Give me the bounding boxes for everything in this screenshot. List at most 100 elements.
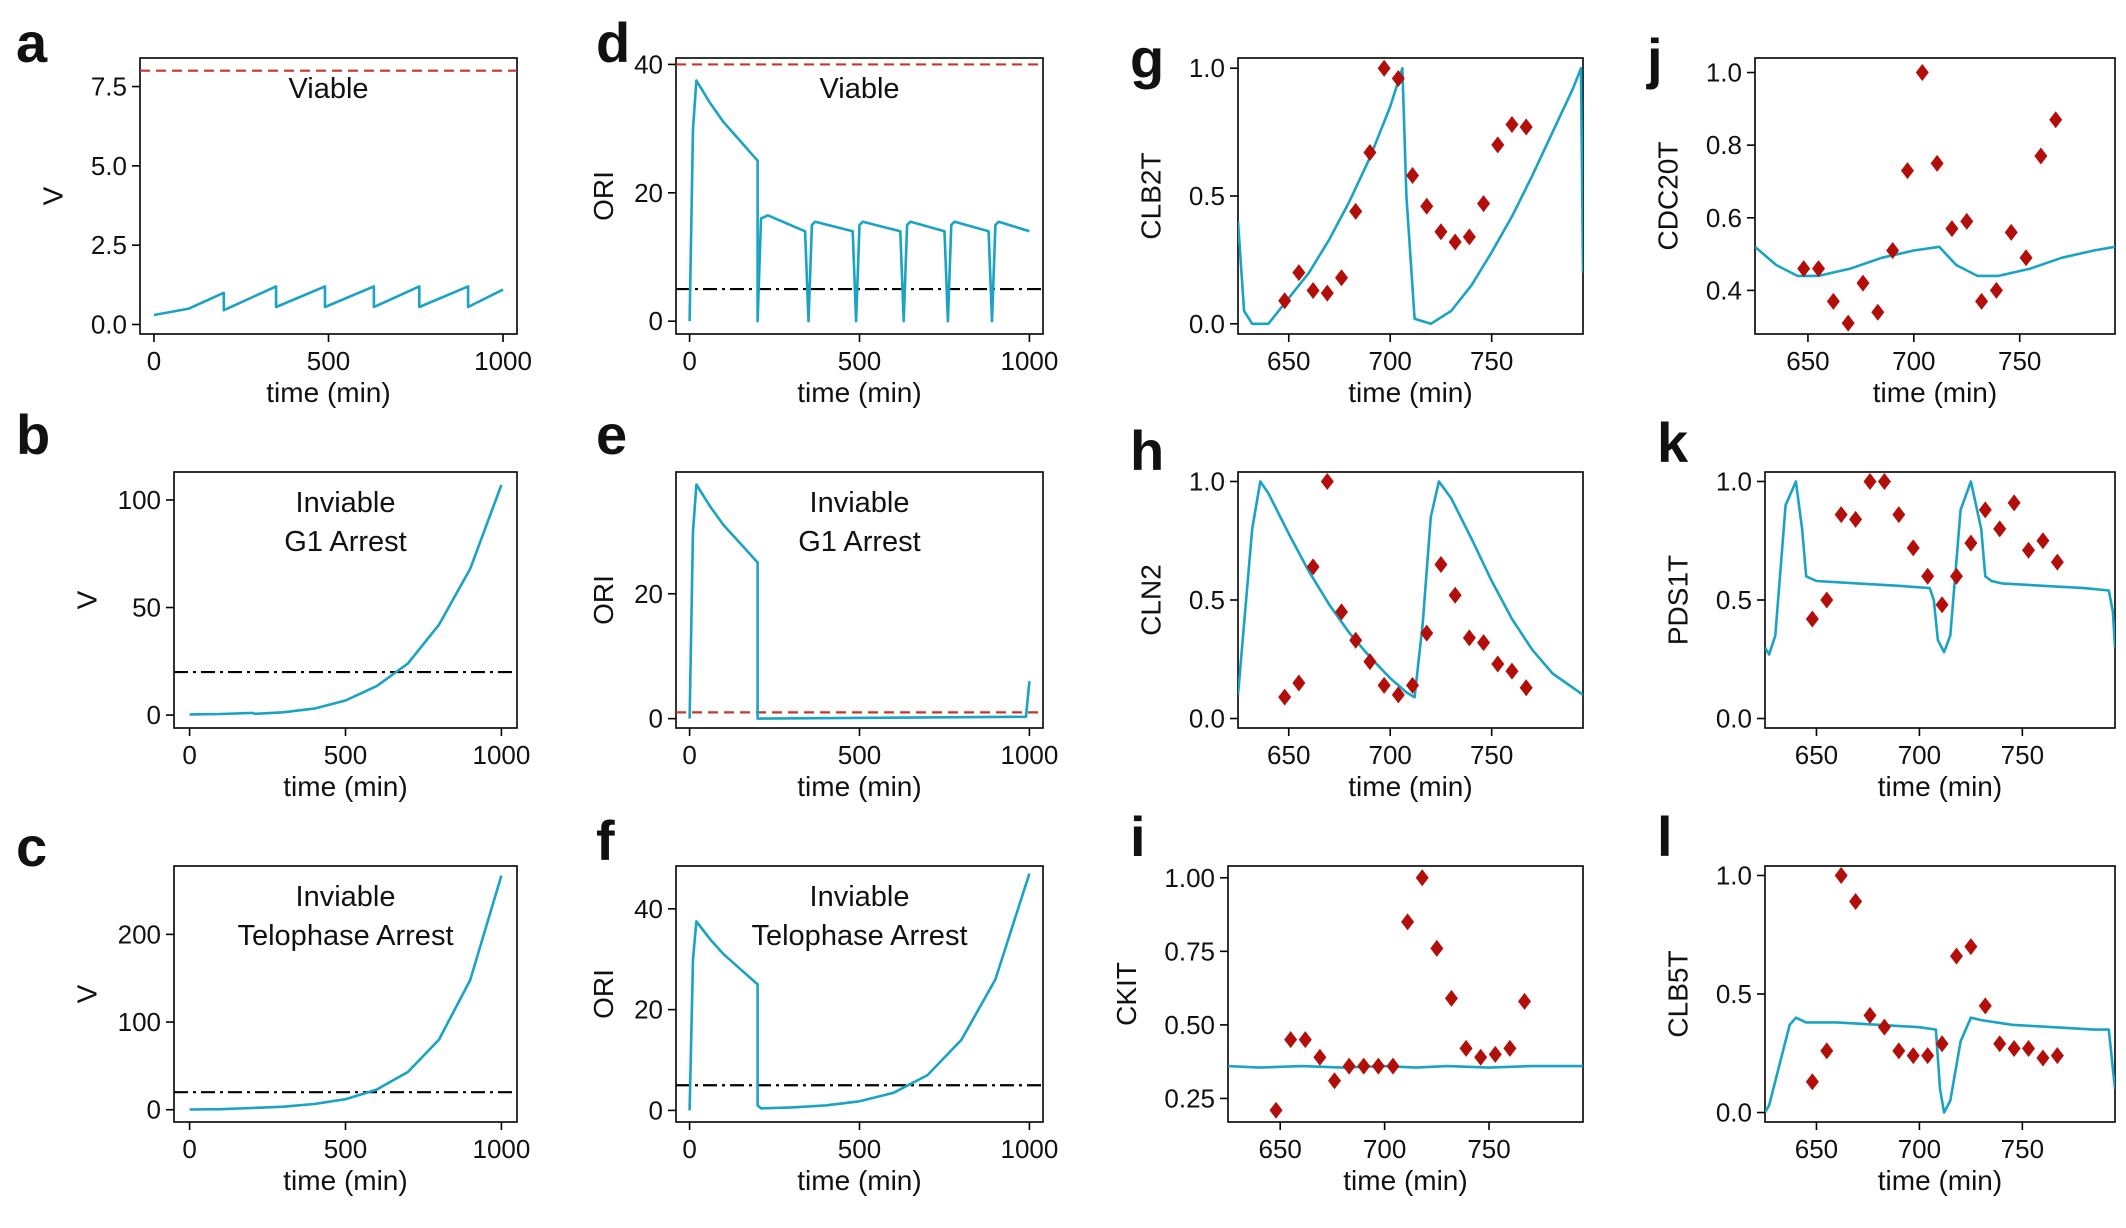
- experiment-point: [1377, 676, 1391, 694]
- experiment-point: [1993, 520, 2007, 538]
- experiment-point: [1278, 688, 1292, 706]
- experiment-point: [1949, 567, 1963, 585]
- model-series-line: [1238, 66, 1583, 326]
- experiment-point: [1964, 938, 1978, 956]
- y-tick-label: 1.0: [1189, 466, 1225, 496]
- model-series-line: [688, 79, 1030, 323]
- experiment-point: [1349, 631, 1363, 649]
- experiment-point: [2007, 1040, 2021, 1058]
- y-axis-label: CLB5T: [1663, 950, 1694, 1037]
- y-tick-label: 20: [634, 579, 663, 609]
- x-tick-label: 700: [1898, 1134, 1941, 1164]
- panel-annotation: Inviable: [296, 881, 396, 913]
- x-tick-label: 650: [1267, 346, 1310, 376]
- y-tick-label: 0.50: [1164, 1010, 1215, 1040]
- panel-annotation: Viable: [288, 73, 368, 105]
- experiment-point: [1935, 596, 1949, 614]
- panel-letter: a: [16, 11, 48, 74]
- y-tick-label: 1.00: [1164, 863, 1215, 893]
- x-tick-label: 700: [1363, 1134, 1406, 1164]
- panel-letter: e: [596, 403, 627, 466]
- experiment-point: [1812, 260, 1826, 278]
- x-tick-label: 650: [1259, 1134, 1302, 1164]
- y-axis-label: V: [38, 186, 69, 205]
- experiment-point: [1448, 586, 1462, 604]
- experiment-point: [1448, 233, 1462, 251]
- experiment-point: [1960, 212, 1974, 230]
- x-axis-label: time (min): [1873, 377, 1997, 408]
- experiment-point: [1993, 1035, 2007, 1053]
- experiment-point: [1391, 686, 1405, 704]
- x-tick-label: 750: [2001, 1134, 2044, 1164]
- y-tick-label: 0: [147, 1095, 161, 1125]
- experiment-point: [1401, 913, 1415, 931]
- experiment-point: [1892, 506, 1906, 524]
- y-tick-label: 0.5: [1716, 979, 1752, 1009]
- plot-frame: [1237, 57, 1584, 335]
- experiment-point: [1518, 992, 1532, 1010]
- y-tick-label: 0.6: [1706, 203, 1742, 233]
- x-tick-label: 700: [1369, 740, 1412, 770]
- x-axis-label: time (min): [1348, 771, 1472, 802]
- experiment-point: [2022, 1040, 2036, 1058]
- experiment-point: [1335, 603, 1348, 621]
- experiment-point: [2050, 1047, 2064, 1065]
- x-tick-label: 500: [838, 346, 881, 376]
- experiment-point: [1826, 292, 1840, 310]
- panel-letter: i: [1130, 805, 1146, 868]
- panel-annotation: Inviable: [296, 487, 396, 519]
- panel-annotation: Telophase Arrest: [751, 920, 967, 952]
- y-axis-label: ORI: [588, 171, 619, 221]
- experiment-point: [1978, 997, 1992, 1015]
- experiment-point: [1462, 228, 1476, 246]
- experiment-point: [1978, 501, 1992, 519]
- y-tick-label: 20: [634, 178, 663, 208]
- x-tick-label: 0: [682, 740, 696, 770]
- y-tick-label: 0: [147, 700, 161, 730]
- panel-annotation: Viable: [819, 73, 899, 105]
- experiment-point: [1849, 893, 1863, 911]
- panel-annotation: Telophase Arrest: [237, 920, 453, 952]
- y-tick-label: 200: [118, 919, 161, 949]
- y-axis-label: V: [72, 984, 103, 1003]
- y-tick-label: 0: [649, 306, 663, 336]
- experiment-point: [1320, 472, 1334, 490]
- experiment-point: [1335, 269, 1348, 287]
- experiment-point: [1363, 144, 1377, 162]
- x-tick-label: 0: [147, 346, 161, 376]
- x-axis-label: time (min): [797, 771, 921, 802]
- y-axis-label: ORI: [588, 969, 619, 1019]
- y-tick-label: 1.0: [1716, 860, 1752, 890]
- x-axis-label: time (min): [1348, 377, 1472, 408]
- x-tick-label: 500: [838, 740, 881, 770]
- experiment-point: [1935, 1035, 1949, 1053]
- experiment-point: [2036, 532, 2050, 550]
- experiment-point: [1391, 69, 1405, 87]
- panel-f: f 0 500 1000 time (min) 0 20 40 ORI Inviable Telop…: [588, 809, 1058, 1196]
- experiment-point: [1371, 1057, 1385, 1075]
- model-series-line: [1238, 480, 1583, 699]
- y-tick-label: 0: [649, 704, 663, 734]
- x-axis-label: time (min): [266, 377, 390, 408]
- experiment-point: [1975, 292, 1989, 310]
- experiment-point: [1363, 653, 1377, 671]
- experiment-point: [1320, 284, 1334, 302]
- panel-letter: j: [1646, 27, 1663, 90]
- experiment-point: [1871, 303, 1885, 321]
- x-tick-label: 650: [1267, 740, 1310, 770]
- experiment-point: [1434, 223, 1448, 241]
- experiment-point: [1505, 115, 1519, 133]
- y-tick-label: 40: [634, 894, 663, 924]
- experiment-point: [1406, 167, 1420, 185]
- y-tick-label: 0.0: [1716, 1098, 1752, 1128]
- x-tick-label: 500: [324, 740, 367, 770]
- panel-letter: f: [596, 809, 615, 872]
- model-series-line: [688, 873, 1031, 1111]
- experiment-point: [1805, 1073, 1819, 1091]
- experiment-point: [2019, 249, 2033, 267]
- x-tick-label: 750: [1998, 346, 2041, 376]
